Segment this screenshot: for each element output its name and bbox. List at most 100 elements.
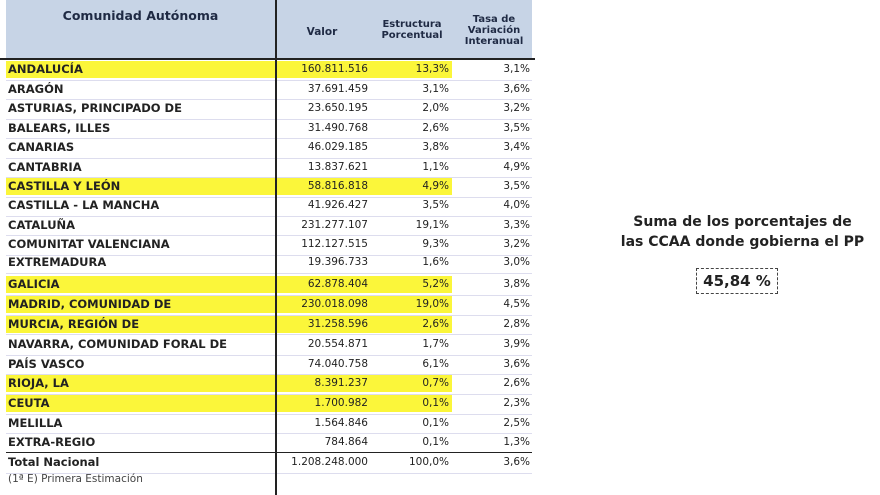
cell-valor: 160.811.516	[301, 63, 368, 75]
cell-tasa: 3,2%	[503, 102, 530, 114]
table-row: GALICIA 62.878.404 5,2% 3,8%	[6, 275, 532, 296]
cell-name: MURCIA, REGIÓN DE	[8, 316, 140, 331]
cell-estructura: 3,1%	[422, 82, 449, 95]
cell-estructura: 5,2%	[422, 278, 449, 290]
pp-sum-line2: las CCAA donde gobierna el PP	[620, 234, 865, 250]
header-name: Comunidad Autónoma	[62, 8, 219, 23]
cell-tasa: 3,6%	[503, 82, 530, 95]
table-row: EXTRA-REGIO 784.864 0,1% 1,3%	[6, 433, 532, 454]
highlight	[6, 296, 452, 313]
footnote: (1ª E) Primera Estimación	[8, 473, 143, 485]
cell-valor: 31.490.768	[307, 121, 368, 134]
cell-valor: 1.564.846	[314, 416, 368, 429]
table-row: ASTURIAS, PRINCIPADO DE 23.650.195 2,0% 3,2…	[6, 99, 532, 120]
cell-name: Total Nacional	[8, 455, 100, 469]
cell-name: EXTREMADURA	[8, 255, 107, 269]
cell-name: ARAGÓN	[8, 81, 64, 96]
cell-estructura: 100,0%	[408, 456, 449, 468]
cell-valor: 31.258.596	[307, 317, 368, 330]
table-row: CANTABRIA 13.837.621 1,1% 4,9%	[6, 158, 532, 179]
table-row: MADRID, COMUNIDAD DE 230.018.098 19,0% 4,5%	[6, 295, 532, 316]
cell-valor: 8.391.237	[314, 377, 368, 389]
table-row: CANARIAS 46.029.185 3,8% 3,4%	[6, 138, 532, 159]
cell-tasa: 3,8%	[503, 278, 530, 290]
table-row: ANDALUCÍA 160.811.516 13,3% 3,1%	[6, 60, 532, 81]
cell-tasa: 2,3%	[503, 397, 530, 409]
cell-valor: 112.127.515	[301, 238, 368, 250]
cell-estructura: 6,1%	[422, 357, 449, 370]
cell-valor: 19.396.733	[307, 256, 368, 268]
cell-estructura: 0,1%	[422, 416, 449, 429]
cell-estructura: 2,6%	[422, 121, 449, 134]
highlight	[6, 315, 452, 333]
header-tasa: Tasa de Variación Interanual	[464, 14, 524, 47]
pp-sum-line1: Suma de los porcentajes de	[633, 214, 852, 230]
cell-estructura: 1,1%	[422, 160, 449, 173]
cell-valor: 74.040.758	[307, 357, 368, 370]
cell-name: NAVARRA, COMUNIDAD FORAL DE	[8, 337, 227, 351]
cell-name: PAÍS VASCO	[8, 356, 85, 371]
cell-tasa: 2,8%	[503, 317, 530, 330]
cell-tasa: 3,9%	[503, 338, 530, 350]
cell-name: CASTILLA Y LEÓN	[8, 179, 121, 194]
cell-estructura: 19,0%	[415, 298, 449, 310]
cell-estructura: 3,8%	[422, 141, 449, 154]
cell-valor: 231.277.107	[301, 218, 368, 231]
cell-estructura: 0,1%	[422, 435, 449, 448]
cell-name: CANARIAS	[8, 140, 75, 155]
cell-name: RIOJA, LA	[8, 376, 69, 390]
cell-valor: 1.208.248.000	[291, 456, 368, 468]
pp-sum-value: 45,84 %	[696, 268, 778, 294]
cell-tasa: 4,9%	[503, 160, 530, 173]
column-divider	[275, 0, 277, 495]
cell-valor: 41.926.427	[307, 199, 368, 211]
cell-estructura: 2,6%	[422, 317, 449, 330]
cell-valor: 46.029.185	[307, 141, 368, 154]
header-divider	[0, 58, 535, 60]
cell-name: CEUTA	[8, 396, 50, 410]
cell-tasa: 2,6%	[503, 377, 530, 389]
table-row: EXTREMADURA 19.396.733 1,6% 3,0%	[6, 253, 532, 274]
cell-name: GALICIA	[8, 277, 60, 291]
cell-estructura: 9,3%	[422, 238, 449, 250]
cell-name: CATALUÑA	[8, 217, 76, 232]
table-row: CASTILLA Y LEÓN 58.816.818 4,9% 3,5%	[6, 177, 532, 198]
table-row: PAÍS VASCO 74.040.758 6,1% 3,6%	[6, 355, 532, 376]
highlight	[6, 375, 452, 392]
cell-valor: 20.554.871	[307, 338, 368, 350]
cell-valor: 1.700.982	[314, 397, 368, 409]
cell-tasa: 3,4%	[503, 141, 530, 154]
cell-estructura: 0,1%	[422, 397, 449, 409]
header-valor: Valor	[306, 26, 338, 38]
table-row: MELILLA 1.564.846 0,1% 2,5%	[6, 414, 532, 435]
cell-estructura: 0,7%	[422, 377, 449, 389]
cell-name: CASTILLA - LA MANCHA	[8, 198, 160, 212]
cell-name: ASTURIAS, PRINCIPADO DE	[8, 101, 182, 115]
table-row: CEUTA 1.700.982 0,1% 2,3%	[6, 394, 532, 415]
table-row: COMUNITAT VALENCIANA 112.127.515 9,3% 3,2%	[6, 235, 532, 256]
cell-valor: 784.864	[324, 435, 368, 448]
cell-estructura: 1,7%	[422, 338, 449, 350]
cell-tasa: 1,3%	[503, 435, 530, 448]
total-row: Total Nacional 1.208.248.000 100,0% 3,6%	[6, 452, 532, 474]
cell-estructura: 3,5%	[422, 199, 449, 211]
table-row: ARAGÓN 37.691.459 3,1% 3,6%	[6, 80, 532, 101]
highlight	[6, 395, 452, 412]
cell-name: CANTABRIA	[8, 159, 82, 174]
cell-name: BALEARS, ILLES	[8, 120, 111, 135]
cell-tasa: 3,1%	[503, 63, 530, 75]
cell-name: ANDALUCÍA	[8, 62, 83, 76]
cell-name: MELILLA	[8, 415, 63, 430]
table-row: RIOJA, LA 8.391.237 0,7% 2,6%	[6, 374, 532, 395]
cell-tasa: 4,5%	[503, 298, 530, 310]
cell-valor: 37.691.459	[307, 82, 368, 95]
cell-valor: 58.816.818	[307, 180, 368, 193]
cell-valor: 13.837.621	[307, 160, 368, 173]
pp-sum-label: Suma de los porcentajes de las CCAA dond…	[600, 212, 880, 252]
table-row: CASTILLA - LA MANCHA 41.926.427 3,5% 4,0%	[6, 196, 532, 217]
header-estructura: Estructura Porcentual	[381, 19, 443, 41]
cell-name: EXTRA-REGIO	[8, 434, 96, 449]
table-row: CATALUÑA 231.277.107 19,1% 3,3%	[6, 216, 532, 237]
cell-tasa: 3,5%	[503, 121, 530, 134]
table-row: MURCIA, REGIÓN DE 31.258.596 2,6% 2,8%	[6, 315, 532, 336]
